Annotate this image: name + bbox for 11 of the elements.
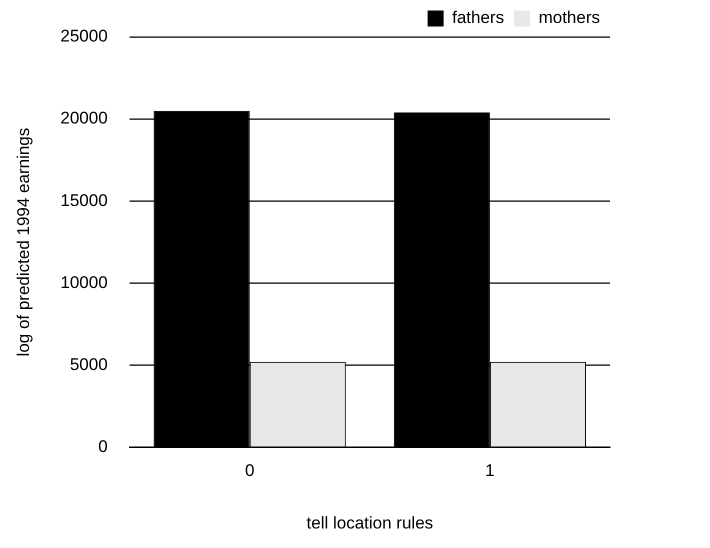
y-tick-label: 15000 <box>60 190 108 210</box>
legend-label: fathers <box>452 8 504 28</box>
y-tick-label: 20000 <box>60 108 108 128</box>
y-tick-label: 25000 <box>60 26 108 46</box>
legend-label: mothers <box>538 8 600 28</box>
y-tick-label: 10000 <box>60 272 108 292</box>
y-tick-label: 0 <box>98 436 108 456</box>
x-axis-title: tell location rules <box>306 513 434 532</box>
x-tick-label: 1 <box>485 461 495 480</box>
y-tick-label: 5000 <box>70 354 108 374</box>
y-axis-title: log of predicted 1994 earnings <box>14 128 33 356</box>
